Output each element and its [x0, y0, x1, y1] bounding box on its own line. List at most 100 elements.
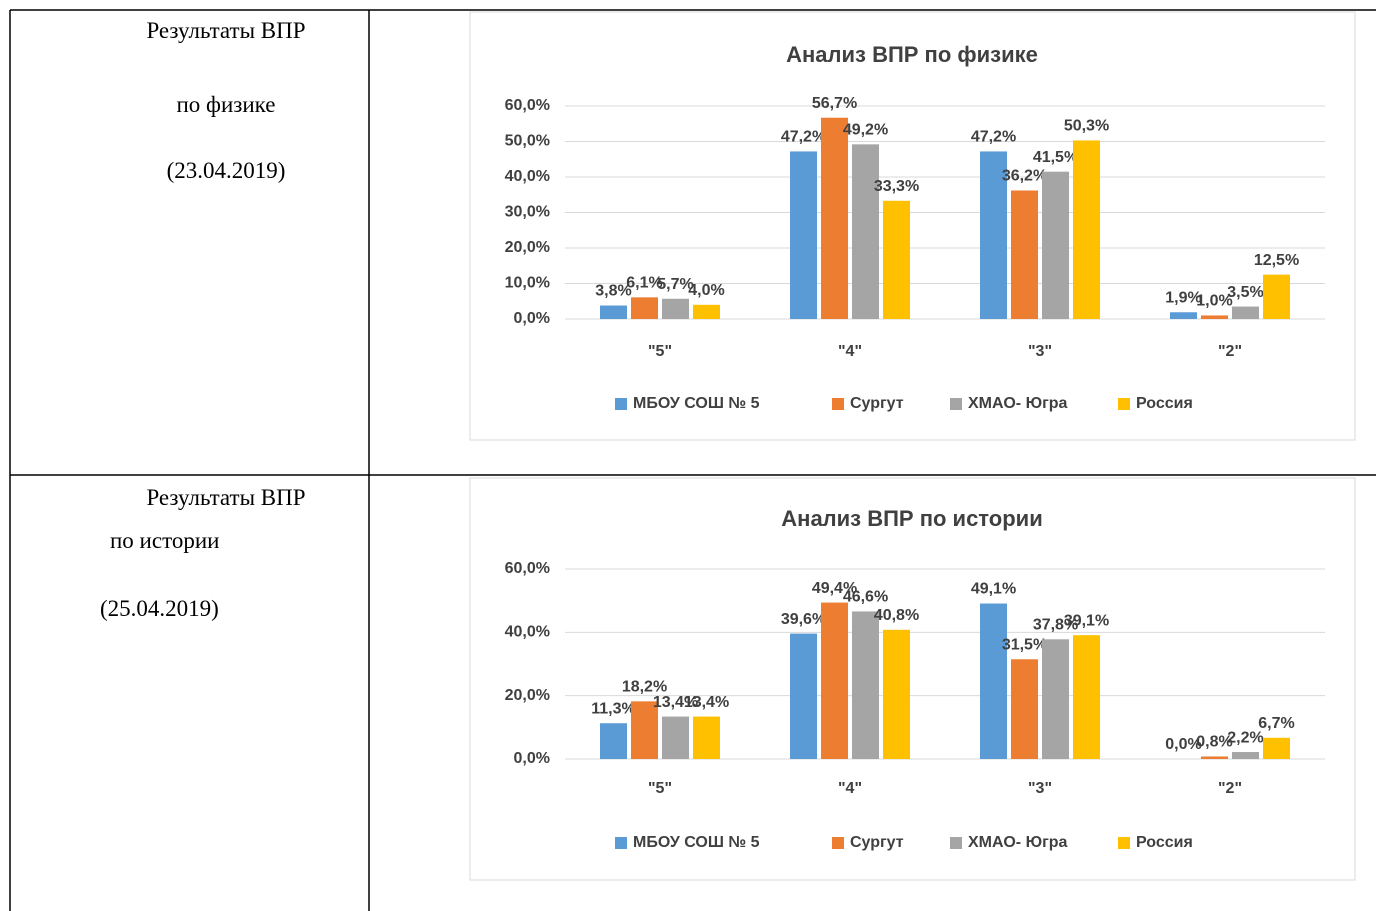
- legend-swatch: [615, 398, 627, 410]
- value-label: 33,3%: [874, 178, 919, 195]
- y-tick-label: 10,0%: [505, 275, 550, 292]
- value-label: 47,2%: [971, 129, 1016, 146]
- bar: [1201, 315, 1228, 319]
- y-tick-label: 60,0%: [505, 560, 550, 577]
- x-tick-label: "5": [648, 780, 672, 797]
- legend-swatch: [950, 837, 962, 849]
- row-label: Результаты ВПР: [146, 18, 305, 43]
- legend-swatch: [950, 398, 962, 410]
- x-tick-label: "5": [648, 343, 672, 360]
- value-label: 36,2%: [1002, 168, 1047, 185]
- bar: [600, 305, 627, 319]
- legend-label: МБОУ СОШ № 5: [633, 395, 760, 412]
- bar: [980, 603, 1007, 759]
- value-label: 11,3%: [591, 700, 635, 717]
- legend-label: ХМАО- Югра: [968, 395, 1068, 412]
- row-label: (25.04.2019): [100, 596, 219, 621]
- value-label: 1,9%: [1165, 289, 1201, 306]
- value-label: 13,4%: [684, 694, 729, 711]
- chart-title: Анализ ВПР по физике: [786, 42, 1038, 67]
- x-tick-label: "2": [1218, 780, 1242, 797]
- bar: [1073, 140, 1100, 319]
- legend-label: Сургут: [850, 834, 904, 851]
- bar: [883, 629, 910, 759]
- legend-swatch: [832, 837, 844, 849]
- legend-swatch: [1118, 837, 1130, 849]
- y-tick-label: 20,0%: [505, 239, 550, 256]
- bar: [1042, 639, 1069, 759]
- chart-title: Анализ ВПР по истории: [781, 506, 1042, 531]
- bar: [1263, 274, 1290, 319]
- value-label: 12,5%: [1254, 252, 1299, 269]
- bar: [821, 117, 848, 319]
- value-label: 49,1%: [971, 581, 1016, 598]
- bar: [1232, 306, 1259, 319]
- bar: [1170, 312, 1197, 319]
- y-tick-label: 0,0%: [514, 310, 550, 327]
- y-tick-label: 20,0%: [505, 687, 550, 704]
- bar: [693, 304, 720, 319]
- value-label: 4,0%: [688, 282, 724, 299]
- value-label: 39,1%: [1064, 612, 1109, 629]
- bar: [852, 611, 879, 759]
- bar: [980, 151, 1007, 319]
- value-label: 46,6%: [843, 589, 888, 606]
- bar: [852, 144, 879, 319]
- bar: [693, 716, 720, 759]
- bar: [1011, 659, 1038, 759]
- value-label: 47,2%: [781, 129, 826, 146]
- legend-label: МБОУ СОШ № 5: [633, 834, 760, 851]
- value-label: 3,8%: [595, 283, 631, 300]
- bar: [1042, 171, 1069, 319]
- row-label: по физике: [177, 92, 276, 117]
- row-label: по истории: [110, 528, 219, 553]
- row-label: (23.04.2019): [167, 158, 286, 183]
- value-label: 37,8%: [1033, 617, 1078, 634]
- y-tick-label: 0,0%: [514, 750, 550, 767]
- value-label: 6,1%: [626, 275, 662, 292]
- bar: [1073, 635, 1100, 759]
- y-tick-label: 60,0%: [505, 97, 550, 114]
- value-label: 49,2%: [843, 122, 888, 139]
- legend-label: Россия: [1136, 834, 1193, 851]
- bar: [821, 602, 848, 759]
- bar: [631, 701, 658, 759]
- value-label: 6,7%: [1258, 715, 1294, 732]
- legend-label: ХМАО- Югра: [968, 834, 1068, 851]
- chart-frame: [469, 11, 1356, 441]
- value-label: 13,4%: [653, 694, 698, 711]
- value-label: 3,5%: [1227, 284, 1263, 301]
- bar: [600, 723, 627, 759]
- value-label: 0,8%: [1196, 734, 1232, 751]
- bar: [1232, 752, 1259, 759]
- table-borders: [9, 9, 1376, 911]
- value-label: 2,2%: [1227, 729, 1263, 746]
- bar: [790, 151, 817, 319]
- value-label: 39,6%: [781, 611, 826, 628]
- chart-frame: [469, 477, 1356, 881]
- value-label: 50,3%: [1064, 118, 1109, 135]
- bar: [1263, 737, 1290, 759]
- x-tick-label: "4": [838, 343, 862, 360]
- value-label: 31,5%: [1002, 636, 1047, 653]
- x-tick-label: "2": [1218, 343, 1242, 360]
- bar: [662, 716, 689, 759]
- row-label: Результаты ВПР: [146, 485, 305, 510]
- value-label: 18,2%: [622, 679, 667, 696]
- value-label: 56,7%: [812, 95, 857, 112]
- y-tick-label: 30,0%: [505, 204, 550, 221]
- value-label: 1,0%: [1196, 293, 1232, 310]
- bar: [1011, 190, 1038, 319]
- legend-label: Сургут: [850, 395, 904, 412]
- legend-swatch: [832, 398, 844, 410]
- value-label: 0,0%: [1165, 736, 1201, 753]
- value-label: 40,8%: [874, 607, 919, 624]
- legend-swatch: [615, 837, 627, 849]
- legend-label: Россия: [1136, 395, 1193, 412]
- y-tick-label: 40,0%: [505, 168, 550, 185]
- x-tick-label: "4": [838, 780, 862, 797]
- value-label: 49,4%: [812, 580, 857, 597]
- value-label: 5,7%: [657, 276, 693, 293]
- x-tick-label: "3": [1028, 780, 1052, 797]
